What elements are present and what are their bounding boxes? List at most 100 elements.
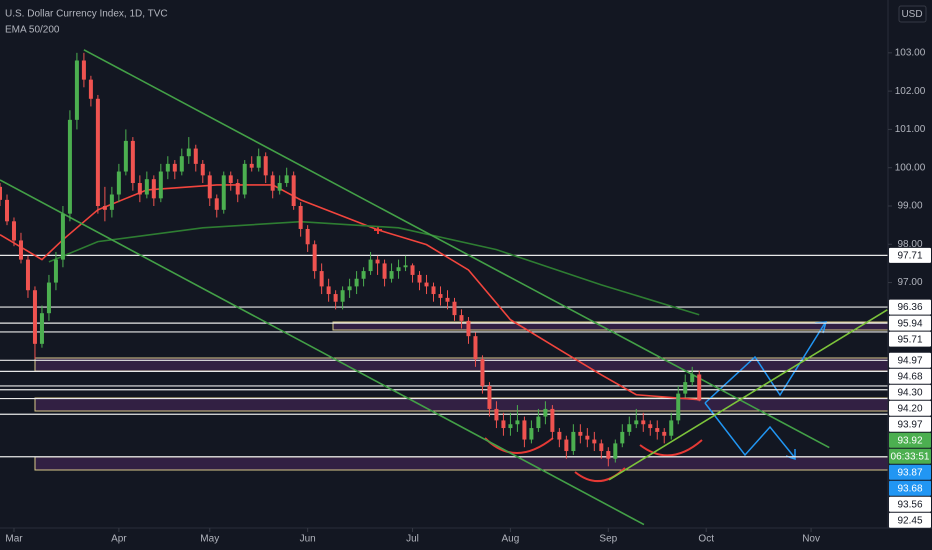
candle-body [662, 431, 667, 436]
candle-body [389, 271, 394, 279]
candle-body [648, 424, 653, 429]
candle-body [0, 186, 2, 200]
candle-body [627, 424, 632, 432]
candle-body [683, 382, 688, 394]
last-price-label-box [889, 432, 931, 448]
x-tick-label: Sep [599, 534, 617, 545]
candle-body [508, 424, 513, 429]
zone [34, 397, 889, 412]
candle-body [193, 148, 198, 164]
title: U.S. Dollar Currency Index, 1D, TVC [5, 9, 168, 20]
level-label: 94.68 [897, 371, 922, 382]
candle-body [592, 439, 597, 444]
candle-body [333, 294, 338, 302]
candle-body [613, 443, 618, 459]
candle-body [228, 175, 233, 184]
trend-line [0, 179, 645, 526]
y-tick-label: 99.00 [897, 201, 922, 212]
candle-body [67, 119, 72, 214]
candle-body [459, 315, 464, 321]
y-tick-label: 97.00 [897, 277, 922, 288]
candle-body [235, 183, 240, 195]
candle-body [396, 267, 401, 272]
x-tick-label: Jul [406, 534, 419, 545]
candle-body [452, 301, 457, 316]
candle-body [599, 443, 604, 452]
level-label: 94.20 [897, 403, 922, 414]
candle-body [571, 431, 576, 452]
candle-body [18, 240, 23, 260]
candle-body [438, 294, 443, 298]
candle-body [340, 290, 345, 302]
candle-body [487, 385, 492, 409]
candle-body [375, 259, 380, 264]
last-price-label: 93.92 [897, 435, 922, 446]
candle-body [46, 282, 51, 314]
projection-down [704, 402, 796, 459]
candle-body [550, 408, 555, 432]
y-tick-label: 98.00 [897, 239, 922, 250]
projection-up [704, 322, 826, 404]
candle-body [249, 163, 254, 168]
candle-body [53, 259, 58, 283]
level-label-box [889, 247, 931, 263]
level-label-box [889, 384, 931, 400]
level-label-box [889, 352, 931, 368]
countdown-label: 06:33:51 [891, 451, 930, 462]
candle-body [403, 265, 408, 268]
candle-body [305, 228, 310, 245]
countdown-label-box [889, 448, 931, 464]
candle-body [494, 408, 499, 421]
candle-body [102, 205, 107, 210]
candle-body [256, 156, 261, 168]
y-tick-label: 102.00 [895, 86, 926, 97]
ema-line [48, 220, 700, 316]
candle-body [214, 198, 219, 210]
candle-body [382, 263, 387, 279]
trend-line [608, 309, 888, 481]
x-tick-label: Apr [111, 534, 127, 545]
level-label-box [889, 512, 931, 528]
candle-body [697, 374, 702, 401]
candle-body [207, 175, 212, 199]
candle-body [312, 244, 317, 272]
candle-body [165, 163, 170, 172]
marker-label: 93.87 [897, 467, 922, 478]
ema-line [0, 184, 700, 401]
candle-body [158, 171, 163, 199]
y-tick-label: 101.00 [895, 124, 926, 135]
candle-body [431, 286, 436, 295]
candle-body [480, 359, 485, 386]
candle-body [655, 428, 660, 432]
level-label: 94.97 [897, 355, 922, 366]
x-tick-label: Jun [300, 534, 316, 545]
candle-body [501, 420, 506, 429]
x-tick-label: Mar [5, 534, 23, 545]
candle-body [200, 163, 205, 176]
x-tick-label: Aug [502, 534, 520, 545]
zones [34, 321, 889, 471]
candle-body [529, 428, 534, 440]
candle-body [39, 313, 44, 344]
candle-body [347, 286, 352, 291]
candle-body [326, 286, 331, 295]
level-label: 95.71 [897, 334, 922, 345]
marker-label-box [889, 464, 931, 480]
trend-line [83, 49, 830, 449]
candle-body [186, 148, 191, 157]
candle-body [424, 282, 429, 287]
candle-body [578, 431, 583, 436]
level-label-box [889, 315, 931, 331]
indicator: EMA 50/200 [5, 25, 60, 36]
level-label-box [889, 331, 931, 347]
candle-body [270, 175, 275, 191]
candle-body [60, 213, 65, 260]
candle-body [74, 60, 79, 120]
currency: USD [901, 9, 922, 20]
candle-body [354, 278, 359, 287]
candle-body [669, 420, 674, 436]
candle-body [445, 297, 450, 302]
candle-body [144, 179, 149, 195]
